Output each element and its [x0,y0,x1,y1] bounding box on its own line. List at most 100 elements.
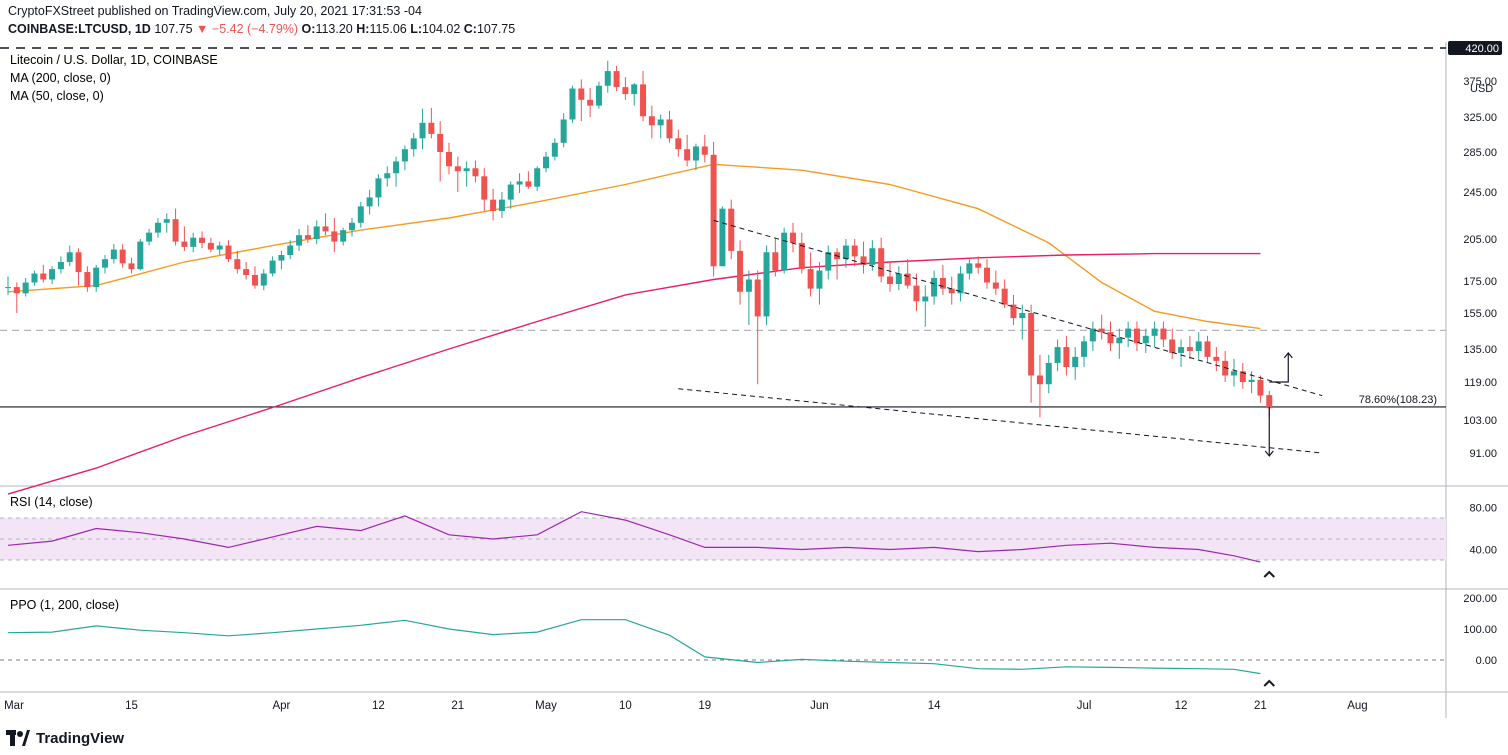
upper-trendline [713,219,1323,397]
price-tick-label: 175.00 [1463,276,1497,288]
candle-body [454,166,461,172]
time-axis[interactable]: Mar 15 Apr 12 21 May 10 19 Jun 14 Jul 12 21 Aug [4,700,1368,712]
candle-body [842,245,849,260]
candle-body [560,119,567,143]
candle-body [243,269,250,276]
candle-body [1178,347,1185,353]
ppo-line [7,619,1261,675]
price-tick-label: 103.00 [1463,415,1497,427]
candle-body [1257,379,1264,396]
candle-body [640,84,647,117]
candle-body [49,269,56,280]
legend-ma50: MA (50, close, 0) [10,89,104,103]
candle-body [146,232,153,242]
candle-body [172,219,179,242]
candle-body [340,230,347,242]
candle-body [269,260,276,274]
time-tick-label: 10 [619,700,632,712]
symbol: COINBASE:LTCUSD, 1D [8,22,151,36]
candle-body [1107,332,1114,344]
candle-body [534,168,541,187]
ppo-tick-label: 200.00 [1463,593,1497,605]
candle-body [1089,328,1096,342]
candle-body [57,261,64,270]
candle-body [939,277,946,289]
tradingview-logo[interactable]: TradingView [6,728,124,748]
candle-body [825,252,832,271]
candle-body [304,235,311,239]
lower-trendline [678,388,1323,454]
tradingview-logo-icon [6,730,30,746]
candle-body [569,88,576,120]
candle-body [1098,328,1105,333]
candle-body [728,208,735,251]
candle-body [1001,288,1008,305]
price-pane[interactable]: 78.60%(108.23) 420.00 375.00 325.00 285.00 24… [0,41,1502,495]
candle-body [895,273,902,285]
ppo-tick-label: 100.00 [1463,624,1497,636]
candle-body [137,241,144,270]
candle-body [93,267,100,288]
rsi-caret-mark [1263,570,1275,578]
candle-body [1045,362,1052,385]
candle-body [657,119,664,126]
candle-body [948,288,955,294]
candle-body [622,87,629,95]
ppo-tick-label: 0.00 [1476,655,1497,667]
candle-body [498,199,505,211]
close-label: C: [463,22,477,36]
candle-body [1195,341,1202,351]
candle-body [163,219,170,223]
legend-rsi: RSI (14, close) [10,495,93,509]
candle-body [913,285,920,302]
time-tick-label: Mar [4,700,24,712]
time-tick-label: 21 [1254,700,1267,712]
candle-body [1213,356,1220,361]
candle-body [110,249,117,260]
price-tick-label: 375.00 [1463,76,1497,88]
candle-body [102,259,109,268]
price-label: 420.00 [1465,43,1499,55]
high-value: 115.06 [369,22,407,36]
candle-body [789,232,796,243]
candle-body [154,222,161,233]
candle-body [525,181,532,187]
candle-body [1230,371,1237,376]
candle-body [66,252,73,262]
time-tick-label: 12 [1175,700,1188,712]
open-label: O: [301,22,316,36]
candle-body [5,287,11,289]
candle-body [1142,335,1149,344]
candle-body [807,269,814,289]
rsi-pane[interactable]: 80.00 40.00 [0,503,1497,578]
candle-body [666,119,673,139]
candle-body [878,248,885,277]
candle-body [543,156,550,169]
high-label: H: [356,22,370,36]
candle-body [1186,347,1193,351]
time-tick-label: 19 [698,700,711,712]
candle-body [216,245,223,250]
candle-body [401,149,408,162]
candle-body [1204,341,1211,357]
candle-body [331,231,338,242]
candle-body [1063,347,1070,368]
time-tick-label: May [535,700,557,712]
close-value: 107.75 [476,22,516,36]
candle-body [754,279,761,317]
candle-body [710,154,717,267]
candle-body [745,279,752,292]
candle-body [595,85,602,106]
low-label: L: [410,22,423,36]
tradingview-brand: TradingView [36,729,125,747]
candle-body [472,168,479,177]
breakdown-arrow-head [1264,450,1274,457]
legend-ppo: PPO (1, 200, close) [10,598,119,612]
ppo-pane[interactable]: 200.00 100.00 0.00 [0,593,1497,687]
time-tick-label: 21 [451,700,464,712]
candle-body [1125,328,1132,338]
change-value: ▼ −5.42 (−4.79%) [196,22,299,36]
breakout-target-arrow [1269,352,1289,383]
price-tick-label: 91.00 [1469,448,1497,460]
